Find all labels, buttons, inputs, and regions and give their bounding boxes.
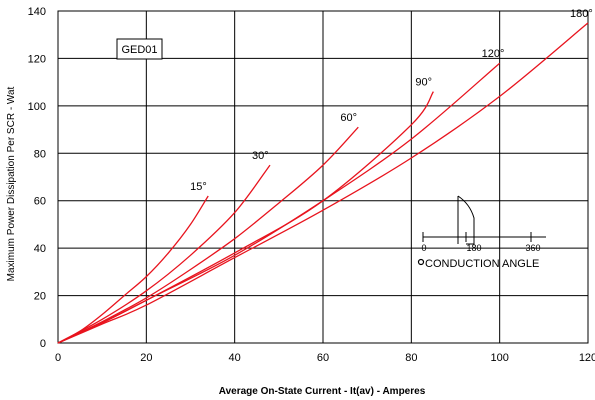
inset-label-360: 360 xyxy=(525,243,540,253)
badge: GED01 xyxy=(116,38,163,60)
x-tick-label: 40 xyxy=(229,352,241,364)
series-label: 180° xyxy=(570,8,593,20)
x-tick-label: 60 xyxy=(317,352,329,364)
inset-waveform xyxy=(457,195,475,245)
tick-labels: 0 20 40 60 80 100 120 0 20 40 60 80 100 120 140 xyxy=(28,6,595,364)
y-tick-label: 100 xyxy=(28,101,46,113)
y-tick-label: 0 xyxy=(40,338,46,350)
series-line xyxy=(57,126,359,344)
x-tick-label: 20 xyxy=(140,352,152,364)
x-tick-label: 120 xyxy=(579,352,595,364)
series-line xyxy=(57,62,501,344)
inset-label-180: 180 xyxy=(466,243,481,253)
x-tick-label: 100 xyxy=(490,352,508,364)
inset-title: CONDUCTION ANGLE xyxy=(425,258,539,270)
series-label: 120° xyxy=(482,48,505,60)
y-tick-label: 80 xyxy=(34,148,46,160)
series-lines: 15° 30° 60° 90° 120° 180° xyxy=(57,8,593,344)
conduction-angle-inset: 0 180 360 CONDUCTION ANGLE xyxy=(417,195,546,270)
inset-marker xyxy=(417,258,425,266)
series-label: 15° xyxy=(190,181,207,193)
grid xyxy=(57,10,589,344)
series-line xyxy=(57,164,271,344)
y-tick-label: 20 xyxy=(34,291,46,303)
y-tick-label: 40 xyxy=(34,243,46,255)
series-label: 30° xyxy=(252,150,269,162)
series-line xyxy=(57,195,209,344)
x-axis-title: Average On-State Current - It(av) - Ampe… xyxy=(219,386,426,397)
badge-label: GED01 xyxy=(121,44,157,56)
y-axis-title: Maximum Power Dissipation Per SCR - Wat xyxy=(6,86,17,281)
y-tick-label: 120 xyxy=(28,53,46,65)
series-line xyxy=(57,22,589,344)
x-tick-label: 80 xyxy=(405,352,417,364)
series-label: 60° xyxy=(340,112,357,124)
inset-label-0: 0 xyxy=(421,243,426,253)
y-tick-label: 140 xyxy=(28,6,46,18)
series-label: 90° xyxy=(415,77,432,89)
x-tick-label: 0 xyxy=(55,352,61,364)
y-tick-label: 60 xyxy=(34,196,46,208)
badge-box xyxy=(116,38,163,60)
series-line xyxy=(57,91,434,344)
